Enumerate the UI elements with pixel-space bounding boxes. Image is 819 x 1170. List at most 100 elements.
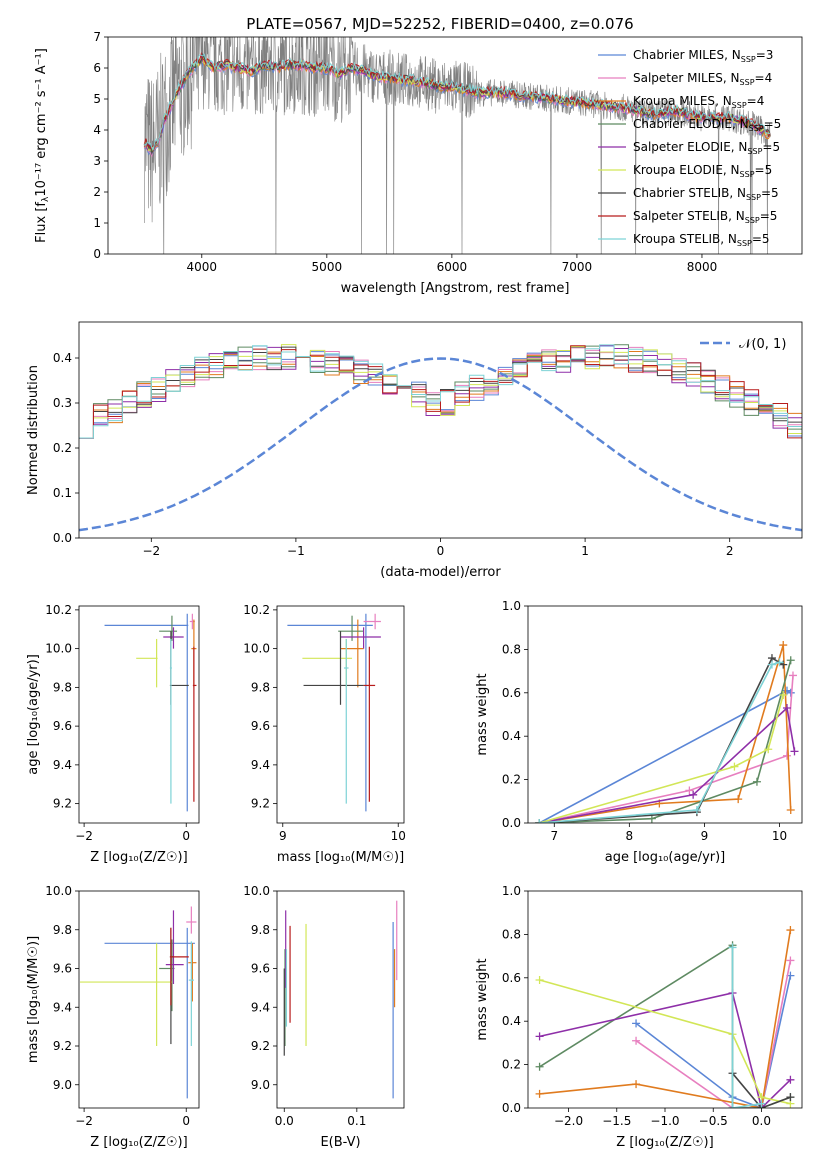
y-tick-label: 10.2 [45, 603, 72, 617]
axes-frame [527, 890, 803, 1109]
mass-weight-line [635, 960, 792, 1108]
mass-weight-marker [692, 805, 701, 814]
x-tick-label: −2.0 [554, 1114, 583, 1128]
x-axis-label: mass [log₁₀(M/M☉)] [277, 850, 404, 865]
x-tick-label: 8 [626, 829, 634, 843]
y-tick-label: 7 [93, 30, 101, 44]
mass-weight-marker [734, 795, 743, 804]
y-axis-label: mass weight [475, 958, 490, 1040]
x-tick-label: 0.0 [275, 1114, 294, 1128]
mass-weight-line [539, 675, 794, 823]
y-tick-label: 0 [93, 247, 101, 261]
y-tick-label: 0.0 [53, 531, 72, 545]
y-tick-label: 0.4 [53, 351, 72, 365]
axes-mass-vs-ebv: 0.0 0.1 9.0 9.2 9.4 9.6 9.8 10.0 E(B-V) [243, 884, 405, 1150]
y-axis-label: age [log₁₀(age/yr)] [26, 654, 41, 775]
x-tick-label: −1 [287, 544, 305, 558]
y-axis-label: mass [log₁₀(M/M☉)] [26, 936, 41, 1063]
y-axis-label-main: Flux [f [34, 202, 49, 243]
mass-weight-marker [788, 671, 797, 680]
y-tick-label: 0.4 [502, 729, 521, 743]
residual-histogram [79, 344, 802, 439]
mass-weight-marker [632, 1080, 641, 1089]
y-tick-label: 10.0 [243, 884, 270, 898]
y-tick-label: 4 [93, 123, 101, 137]
axes-frame [107, 36, 803, 255]
axes-frame [527, 605, 803, 824]
y-tick-label: 0.0 [502, 816, 521, 830]
y-tick-label: 0.0 [502, 1101, 521, 1115]
x-tick-label: 0 [182, 829, 190, 843]
mass-weight-marker [535, 819, 544, 823]
y-tick-label: 0.6 [502, 971, 521, 985]
x-axis-label: age [log₁₀(age/yr)] [605, 850, 726, 865]
y-tick-label: 9.6 [251, 719, 270, 733]
mass-weight-marker [728, 1104, 737, 1108]
legend-series-name: Kroupa STELIB [633, 232, 720, 246]
model-spectrum-line [143, 53, 771, 151]
y-tick-label: 9.2 [251, 1039, 270, 1053]
mass-weight-marker [535, 1062, 544, 1071]
mass-weight-marker [685, 786, 694, 795]
axes-mass-vs-Z: −2 0 9.0 9.2 9.4 9.6 9.8 10.0 Z [log₁₀(Z/Z☉)] mas… [26, 884, 200, 1150]
x-tick-label: 0 [182, 1114, 190, 1128]
figure-title: PLATE=0567, MJD=52252, FIBERID=0400, z=0… [246, 15, 633, 33]
legend-series-name: Kroupa ELODIE [633, 163, 723, 177]
x-tick-label: 10 [772, 829, 787, 843]
mass-weight-marker [767, 660, 776, 669]
legend-label: 𝒩(0, 1) [739, 337, 786, 352]
x-tick-label: −1.5 [602, 1114, 631, 1128]
legend-sub: SSP [740, 78, 755, 87]
mass-weight-marker [728, 943, 737, 952]
axes-age-vs-mass: 9 10 9.2 9.4 9.6 9.8 10.0 10.2 mass [log₁₀(M/M☉)… [243, 603, 406, 865]
y-tick-label: 2 [93, 185, 101, 199]
mass-weight-marker [535, 1032, 544, 1041]
y-tick-label: 1.0 [502, 884, 521, 898]
legend-label: Kroupa MILES, NSSP=4 [633, 94, 764, 110]
y-tick-label: 10.2 [243, 603, 270, 617]
y-tick-label: 0.2 [502, 773, 521, 787]
legend-series-name: Chabrier ELODIE [633, 117, 732, 131]
y-tick-label: 0.2 [53, 441, 72, 455]
plot-area [80, 906, 197, 1099]
mass-weight-marker [790, 747, 799, 756]
x-tick-label: 5000 [312, 260, 343, 274]
y-tick-label: 10.0 [45, 884, 72, 898]
mass-weight-marker [779, 690, 788, 699]
y-axis-label: mass weight [475, 673, 490, 755]
x-tick-label: −2 [142, 544, 160, 558]
legend-comma: , N [720, 232, 737, 246]
y-tick-label: 9.4 [251, 758, 270, 772]
observed-spectrum-line [144, 37, 771, 254]
legend-label: Chabrier ELODIE, NSSP=5 [633, 117, 781, 133]
y-tick-label: 9.8 [251, 680, 270, 694]
legend-label: Kroupa ELODIE, NSSP=5 [633, 163, 772, 179]
mass-weight-marker [782, 703, 791, 712]
x-axis-label: Z [log₁₀(Z/Z☉)] [90, 1135, 187, 1150]
legend-nssp: =5 [761, 186, 779, 200]
y-tick-label: 9.0 [53, 1078, 72, 1092]
y-tick-label: 0.1 [53, 486, 72, 500]
x-axis-label: Z [log₁₀(Z/Z☉)] [90, 850, 187, 865]
mass-weight-marker [775, 658, 784, 667]
x-axis-label: Z [log₁₀(Z/Z☉)] [616, 1135, 713, 1150]
legend-series-name: Salpeter STELIB [633, 209, 728, 223]
mass-weight-line [539, 706, 796, 823]
y-tick-label: 0.2 [502, 1058, 521, 1072]
legend-comma: , N [715, 94, 732, 108]
mass-weight-marker [535, 1089, 544, 1098]
x-tick-label: −2 [75, 829, 93, 843]
plot-area [143, 37, 771, 254]
mass-weight-marker [632, 1019, 641, 1028]
legend-sub: SSP [737, 239, 752, 248]
legend-series-name: Salpeter ELODIE [633, 140, 731, 154]
legend-nssp: =5 [755, 163, 773, 177]
x-tick-label: −2 [75, 1114, 93, 1128]
y-tick-label: 6 [93, 61, 101, 75]
mass-weight-marker [782, 751, 791, 760]
legend-nssp: =4 [755, 71, 773, 85]
y-tick-label: 1.0 [502, 599, 521, 613]
mass-weight-line [635, 975, 792, 1108]
axes-spectrum: 4000 5000 6000 7000 8000 0 1 2 3 4 5 6 7 wavelength [… [34, 30, 803, 296]
x-tick-label: 9 [279, 829, 287, 843]
